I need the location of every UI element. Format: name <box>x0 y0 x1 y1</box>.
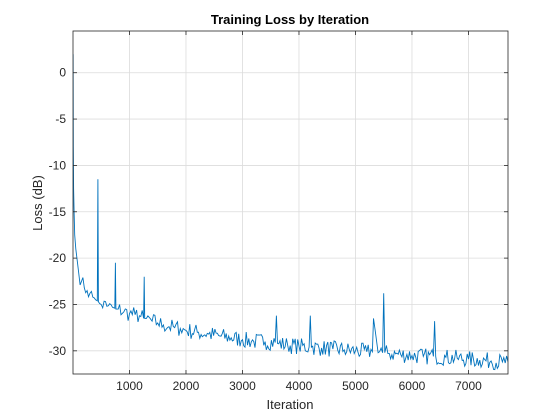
y-tick-label: -15 <box>49 205 67 219</box>
loss-series-line <box>73 54 508 371</box>
x-tick-label: 7000 <box>455 379 482 393</box>
x-tick-label: 2000 <box>173 379 200 393</box>
y-tick-label: -25 <box>49 297 67 311</box>
tick-layer: 1000 2000 3000 4000 5000 6000 7000 0 -5 -10 -15 -20… <box>49 31 508 393</box>
grid-layer <box>73 31 508 374</box>
y-tick-label: -5 <box>55 112 66 126</box>
y-tick-label: -30 <box>49 344 67 358</box>
y-tick-label: -10 <box>49 158 67 172</box>
series-layer <box>73 54 508 371</box>
x-axis-label: Iteration <box>267 397 314 412</box>
axes-box <box>72 30 509 375</box>
x-tick-label: 4000 <box>286 379 313 393</box>
plot-area <box>73 31 508 374</box>
axes-frame <box>72 30 509 375</box>
x-tick-label: 5000 <box>342 379 369 393</box>
y-tick-label: -20 <box>49 251 67 265</box>
y-axis-label: Loss (dB) <box>30 175 45 231</box>
y-tick-label: 0 <box>59 66 66 80</box>
chart-title: Training Loss by Iteration <box>211 12 369 27</box>
x-tick-label: 3000 <box>229 379 256 393</box>
x-tick-label: 6000 <box>399 379 426 393</box>
x-tick-label: 1000 <box>116 379 143 393</box>
